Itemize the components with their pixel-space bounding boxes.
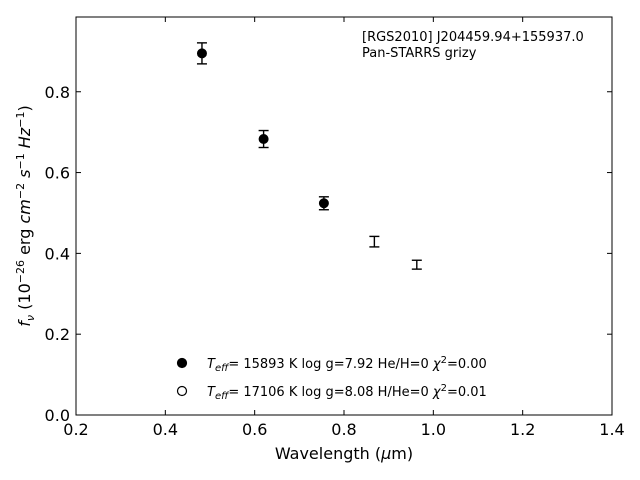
x-axis-label: Wavelength (μm) xyxy=(275,444,413,463)
annotation-line-2: Pan-STARRS grizy xyxy=(362,46,477,61)
legend: Teff= 15893 K log g=7.92 He/H=0 χ2=0.00 T… xyxy=(176,355,487,402)
y-axis-label: fν (10−26 erg cm−2 s−1 Hz−1) xyxy=(14,105,37,326)
x-tick-label: 0.2 xyxy=(63,420,88,439)
legend-entry: Teff= 17106 K log g=8.08 H/He=0 χ2=0.01 xyxy=(207,383,487,402)
plot-frame xyxy=(75,16,613,416)
x-axis: 0.2 0.4 0.6 0.8 1.0 1.2 1.4 xyxy=(63,17,625,439)
y-axis: 0.0 0.2 0.4 0.6 0.8 xyxy=(45,83,612,425)
x-tick-label: 0.8 xyxy=(331,420,356,439)
x-tick-label: 1.4 xyxy=(599,420,624,439)
x-tick-label: 0.6 xyxy=(242,420,267,439)
y-tick-label: 0.8 xyxy=(45,83,70,102)
x-tick-label: 1.0 xyxy=(421,420,446,439)
annotation-line-1: [RGS2010] J204459.94+155937.0 xyxy=(362,30,584,45)
legend-entry: Teff= 15893 K log g=7.92 He/H=0 χ2=0.00 xyxy=(207,355,487,374)
x-tick-label: 1.2 xyxy=(510,420,535,439)
y-tick-label: 0.4 xyxy=(45,244,70,263)
x-tick-label: 0.4 xyxy=(153,420,178,439)
legend-marker xyxy=(176,357,188,369)
legend-marker xyxy=(176,385,188,397)
y-tick-label: 0.0 xyxy=(45,406,70,425)
plot-marks xyxy=(196,42,422,270)
y-tick-label: 0.6 xyxy=(45,164,70,183)
y-tick-label: 0.2 xyxy=(45,325,70,344)
